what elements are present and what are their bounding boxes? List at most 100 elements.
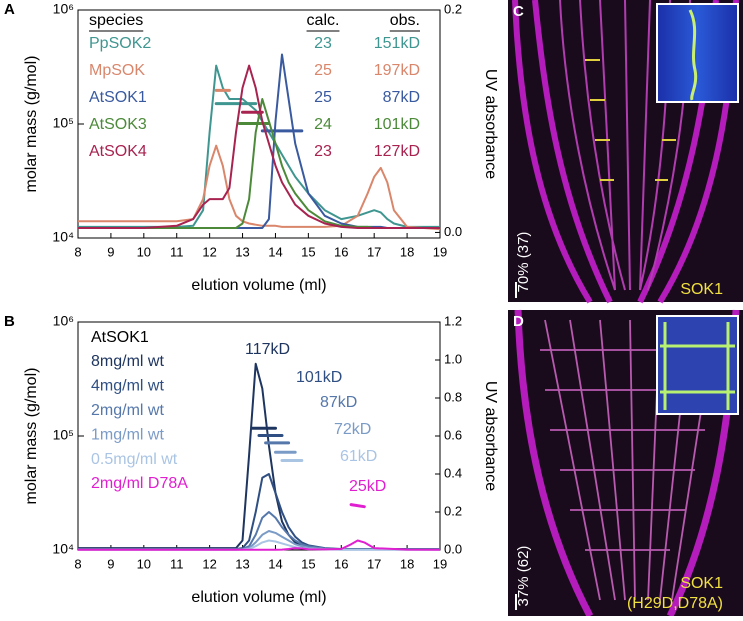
y-tick-label: 10⁴ (52, 541, 74, 557)
cell-walls (540, 319, 720, 601)
x-tick-label: 11 (170, 244, 184, 259)
mass-label: 117kD (245, 341, 290, 358)
legend-entry: 0.5mg/ml wt (91, 451, 178, 468)
mass-label: 61kD (340, 448, 377, 465)
y2-tick-label: 0.0 (444, 541, 462, 556)
cell-walls (559, 0, 691, 291)
legend-header: obs. (390, 12, 420, 29)
legend-calc: 24 (314, 116, 332, 133)
x-tick-label: 17 (367, 556, 381, 571)
image-label: (H29D,D78A) (627, 595, 723, 612)
uv-trace (78, 530, 440, 551)
panel-letter: A (4, 1, 15, 18)
legend-title: AtSOK1 (91, 329, 149, 346)
x-tick-label: 10 (137, 556, 151, 571)
x-tick-label: 15 (301, 244, 315, 259)
uv-trace (78, 144, 441, 231)
legend-obs: 127kD (374, 143, 420, 160)
inset (656, 3, 739, 103)
y-axis-title: molar mass (g/mol) (23, 368, 40, 505)
y2-tick-label: 0.4 (444, 465, 462, 480)
y-tick-label: 10⁶ (53, 1, 74, 17)
legend-header: calc. (307, 12, 340, 29)
panel-letter: B (4, 313, 15, 330)
molar-mass (349, 503, 366, 509)
x-tick-label: 19 (433, 556, 447, 571)
panel-letter: C (513, 3, 524, 20)
x-tick-label: 10 (137, 244, 151, 259)
legend-calc: 25 (314, 89, 332, 106)
root-outline (512, 0, 739, 304)
mass-label: 25kD (349, 478, 386, 495)
y2-tick-label: 0.6 (444, 427, 462, 442)
panel-letter: D (513, 313, 524, 330)
uv-trace (78, 53, 440, 229)
y2-tick-label: 1.0 (444, 351, 462, 366)
y-tick-label: 10⁵ (53, 427, 74, 443)
x-axis-title: elution volume (ml) (191, 277, 326, 294)
x-tick-label: 8 (74, 556, 81, 571)
legend-entry: 4mg/ml wt (91, 378, 164, 395)
image-label: SOK1 (680, 575, 723, 592)
x-tick-label: 18 (400, 556, 414, 571)
x-tick-label: 14 (268, 556, 282, 571)
x-tick-label: 11 (170, 556, 184, 571)
x-tick-label: 13 (235, 556, 249, 571)
x-tick-label: 14 (268, 244, 282, 259)
legend-entry: AtSOK3 (89, 116, 147, 133)
legend-entry: 2mg/ml D78A (91, 475, 188, 492)
y2-tick-label: 0.0 (444, 224, 462, 239)
mass-label: 101kD (296, 369, 342, 386)
y2-axis-title: UV absorbance (482, 381, 499, 491)
mass-label: 72kD (334, 421, 371, 438)
legend-entry: MpSOK (89, 62, 145, 79)
x-tick-label: 12 (202, 556, 216, 571)
legend-obs: 87kD (383, 89, 420, 106)
legend-calc: 23 (314, 143, 332, 160)
y2-tick-label: 1.2 (444, 313, 462, 328)
inset-signal (660, 322, 735, 410)
micrograph (508, 309, 743, 618)
x-tick-label: 15 (301, 556, 315, 571)
uv-trace (78, 539, 441, 551)
image-label: SOK1 (680, 281, 723, 298)
x-tick-label: 19 (433, 244, 447, 259)
x-axis-title: elution volume (ml) (191, 589, 326, 606)
y2-tick-label: 0.2 (444, 1, 462, 16)
legend-entry: 1mg/ml wt (91, 426, 164, 443)
x-tick-label: 18 (400, 244, 414, 259)
image-caption: 37% (62) (515, 546, 532, 607)
x-tick-label: 8 (74, 244, 81, 259)
x-tick-label: 17 (367, 244, 381, 259)
x-tick-label: 16 (334, 244, 348, 259)
image-caption: 70% (37) (515, 232, 532, 293)
legend-entry: 8mg/ml wt (91, 353, 164, 370)
y2-tick-label: 0.8 (444, 389, 462, 404)
legend-obs: 101kD (374, 116, 420, 133)
x-tick-label: 9 (107, 244, 114, 259)
legend-calc: 25 (314, 62, 332, 79)
x-tick-label: 12 (202, 244, 216, 259)
legend-entry: 2mg/ml wt (91, 402, 164, 419)
legend-entry: PpSOK2 (89, 35, 151, 52)
legend-obs: 151kD (374, 35, 420, 52)
x-tick-label: 16 (334, 556, 348, 571)
y2-axis-title: UV absorbance (482, 69, 499, 179)
legend-calc: 23 (314, 35, 332, 52)
y-axis-title: molar mass (g/mol) (23, 56, 40, 193)
micrograph (508, 0, 743, 304)
inset (656, 315, 739, 415)
x-tick-label: 9 (107, 556, 114, 571)
y-tick-label: 10⁴ (52, 229, 74, 245)
legend-entry: AtSOK4 (89, 143, 147, 160)
x-tick-label: 13 (235, 244, 249, 259)
y-tick-label: 10⁶ (53, 313, 74, 329)
inset-signal (688, 9, 698, 101)
mass-label: 87kD (320, 394, 357, 411)
legend-obs: 197kD (374, 62, 420, 79)
y-tick-label: 10⁵ (53, 115, 74, 131)
y2-tick-label: 0.2 (444, 503, 462, 518)
legend-entry: AtSOK1 (89, 89, 147, 106)
legend-header: species (89, 12, 143, 29)
